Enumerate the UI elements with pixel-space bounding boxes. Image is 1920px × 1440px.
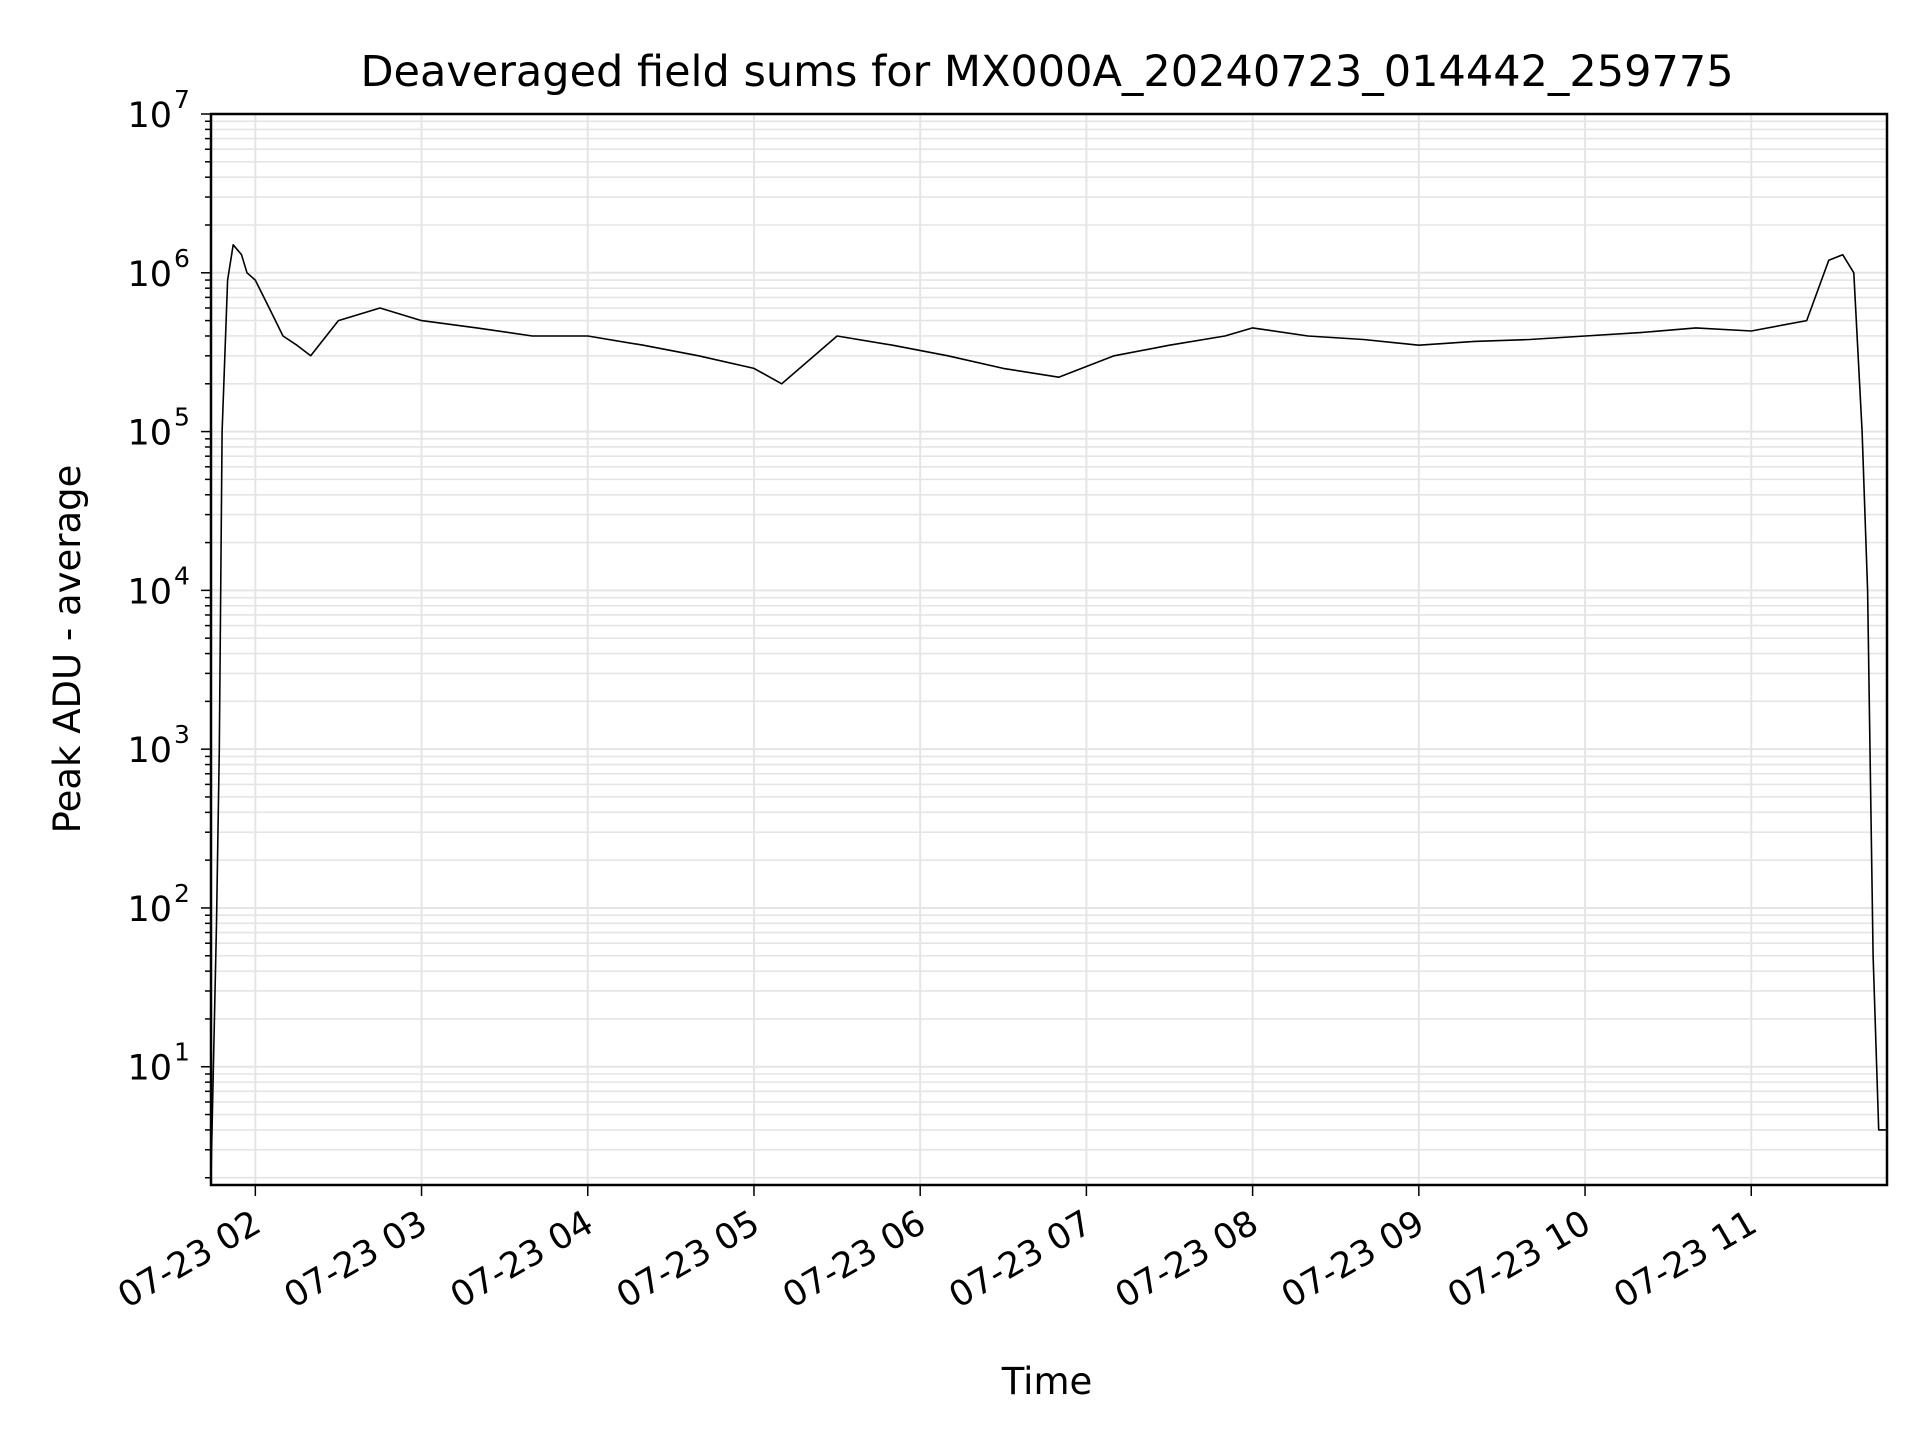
x-axis-label: Time xyxy=(1001,1360,1093,1403)
y-tick-label: 10 xyxy=(127,890,172,930)
y-tick-label: 10 xyxy=(127,1049,172,1089)
y-tick-exponent: 5 xyxy=(174,403,190,432)
y-tick-exponent: 4 xyxy=(174,561,190,590)
series-group xyxy=(210,244,1887,1178)
y-tick-exponent: 3 xyxy=(174,720,190,749)
chart-title: Deaveraged field sums for MX000A_2024072… xyxy=(360,47,1733,97)
grid-lines xyxy=(211,113,1887,1185)
y-tick-exponent: 7 xyxy=(174,85,190,114)
y-tick-exponent: 2 xyxy=(174,879,190,908)
y-tick-label: 10 xyxy=(127,572,172,612)
y-axis-label: Peak ADU - average xyxy=(46,465,89,834)
plot-frame xyxy=(209,112,1889,1187)
y-tick-exponent: 1 xyxy=(174,1038,190,1067)
series-line xyxy=(210,244,1887,1178)
y-tick-label: 10 xyxy=(127,414,172,454)
y-tick-label: 10 xyxy=(127,255,172,295)
y-tick-exponent: 6 xyxy=(174,244,190,273)
y-tick-label: 10 xyxy=(127,731,172,771)
y-tick-label: 10 xyxy=(127,96,172,136)
